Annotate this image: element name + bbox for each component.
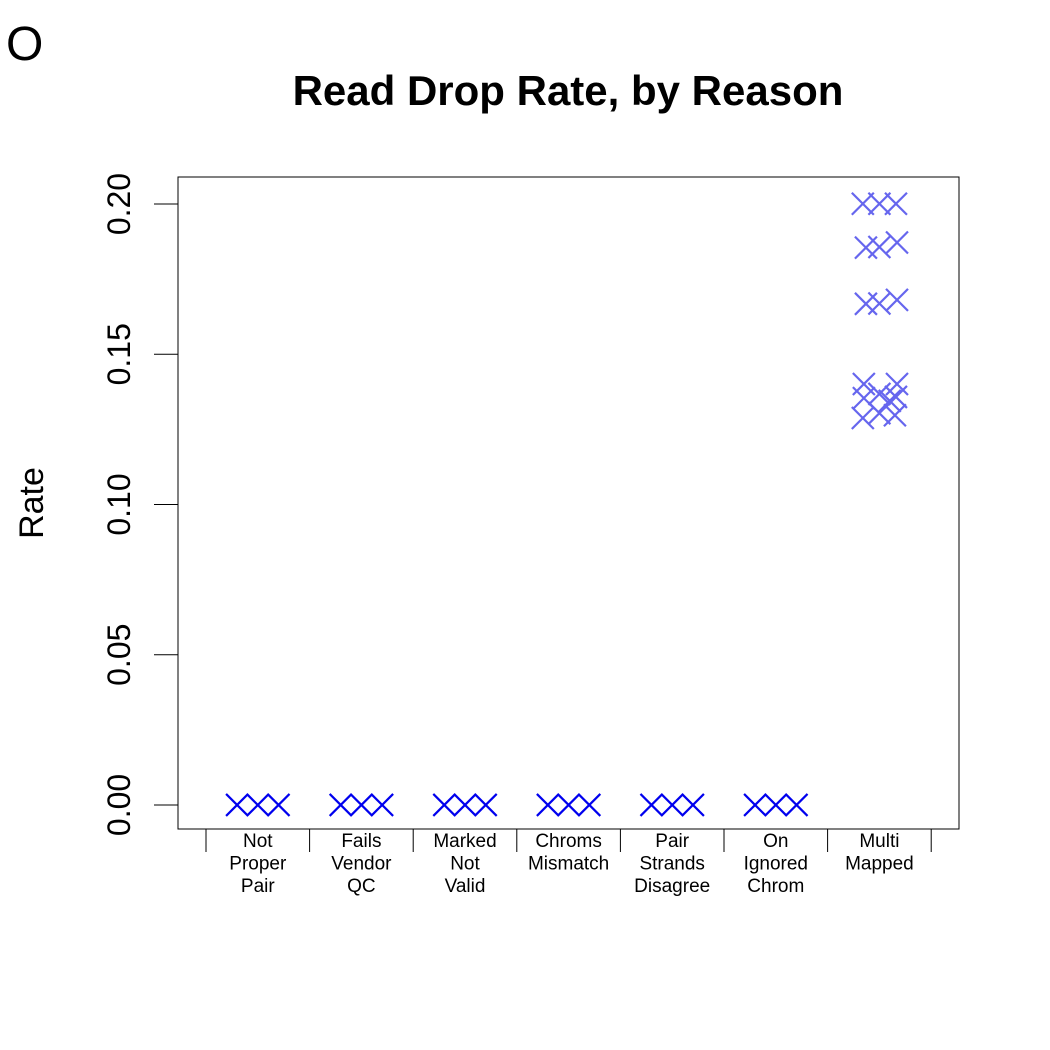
data-point [536,793,560,817]
data-point [877,389,902,413]
data-point [743,793,767,817]
y-tick-label: 0.20 [101,173,137,235]
data-point [867,401,892,425]
data-point [266,793,291,817]
data-point [349,793,374,817]
data-point [660,793,684,817]
data-point [432,793,457,817]
data-point [246,793,270,817]
data-point [328,793,353,817]
data-point [577,793,602,817]
data-point [681,793,705,817]
x-tick-label: On Ignored Chrom [744,831,808,897]
y-tick-label: 0.15 [101,323,137,385]
data-point [225,793,249,817]
x-tick-label: Marked Not Valid [433,831,496,897]
y-tick-label: 0.05 [101,624,137,686]
data-point [884,191,908,216]
data-point [867,191,892,216]
y-axis-title: Rate [13,467,51,539]
data-point [639,793,664,817]
x-tick-label: Not Proper Pair [229,831,287,897]
x-tick-label: Pair Strands Disagree [634,831,710,897]
data-point [867,235,892,259]
panel-label: O [6,18,43,71]
data-point [453,793,477,817]
data-point [851,406,875,430]
data-point [784,793,809,817]
plot-frame [177,176,960,830]
y-tick-label: 0.10 [101,473,137,535]
data-point [885,288,909,312]
data-point [885,230,909,255]
data-point [556,793,581,817]
data-point [851,191,875,216]
y-tick-label: 0.00 [101,774,137,836]
data-points [225,191,909,817]
x-tick-label: Multi Mapped [845,831,914,875]
data-point [883,403,907,428]
x-axis: Not Proper Pair Fails Vendor QC Marked Not Valid… [205,829,932,897]
data-point [854,292,878,316]
data-point [473,793,498,817]
y-axis: 0.00 0.05 0.10 0.15 0.20 [101,173,178,836]
data-point [370,793,394,817]
chart-title: Read Drop Rate, by Reason [293,67,844,114]
x-tick-label: Chroms Mismatch [528,831,609,875]
data-point [764,793,788,817]
x-tick-label: Fails Vendor QC [331,831,392,897]
